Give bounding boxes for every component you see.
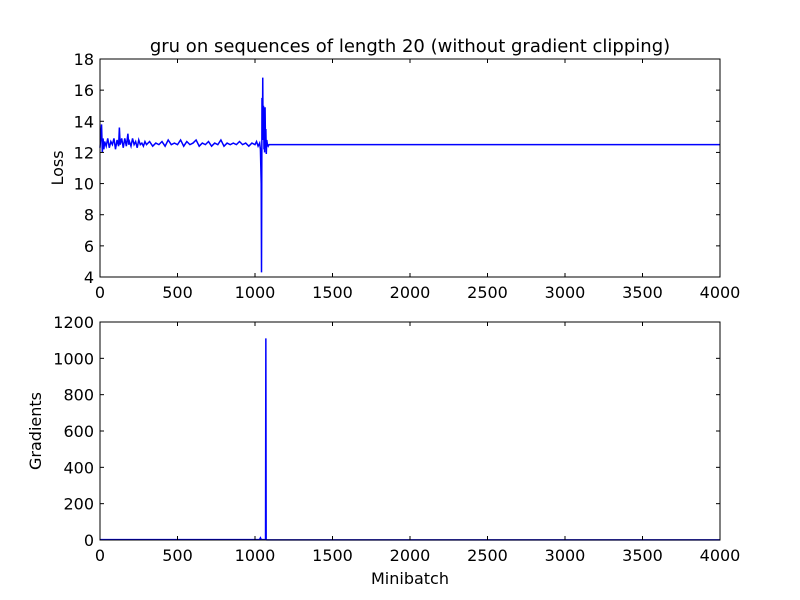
loss-x-tick-label: 0 bbox=[95, 283, 105, 302]
loss-series-line-0 bbox=[99, 77, 720, 273]
gradients-axes-frame bbox=[99, 321, 721, 541]
gradients-y-tick-label: 600 bbox=[63, 422, 94, 441]
loss-x-tick-label: 3000 bbox=[545, 283, 586, 302]
loss-x-tick-label: 2500 bbox=[467, 283, 508, 302]
gradients-y-tick-label: 1200 bbox=[53, 313, 94, 332]
loss-axes-frame bbox=[99, 58, 721, 278]
gradients-ticks-group: 0 500 1000 1500 2000 2500 3000 3500 4000 0 200 400 6… bbox=[53, 313, 740, 565]
loss-y-axis-label: Loss bbox=[48, 150, 67, 185]
gradients-x-tick-label: 1000 bbox=[235, 546, 276, 565]
gradients-series-line-0 bbox=[100, 338, 720, 541]
loss-x-tick-label: 2000 bbox=[390, 283, 431, 302]
gradients-x-tick-label: 2000 bbox=[390, 546, 431, 565]
gradients-x-tick-label: 2500 bbox=[467, 546, 508, 565]
gradients-y-tick-label: 200 bbox=[63, 495, 94, 514]
gradients-y-tick-label: 0 bbox=[84, 531, 94, 550]
gradients-x-tick-label: 1500 bbox=[312, 546, 353, 565]
loss-y-tick-label: 18 bbox=[74, 50, 94, 69]
gradients-x-tick-label: 4000 bbox=[700, 546, 741, 565]
gradients-x-axis-label: Minibatch bbox=[371, 569, 449, 588]
loss-y-tick-label: 14 bbox=[74, 112, 94, 131]
gradients-y-axis-label: Gradients bbox=[26, 392, 45, 470]
gradients-series-group bbox=[100, 338, 720, 541]
gradients-y-tick-label: 400 bbox=[63, 458, 94, 477]
loss-ticks-group: 0 500 1000 1500 2000 2500 3000 3500 4000 4 6 8 10 12 1… bbox=[74, 50, 741, 302]
loss-y-tick-label: 10 bbox=[74, 175, 94, 194]
loss-y-tick-label: 4 bbox=[84, 268, 94, 287]
loss-x-tick-label: 4000 bbox=[700, 283, 741, 302]
gradients-plot: 0 500 1000 1500 2000 2500 3000 3500 4000 0 200 400 6… bbox=[26, 313, 740, 588]
gradients-y-tick-label: 1000 bbox=[53, 349, 94, 368]
loss-x-tick-label: 500 bbox=[162, 283, 193, 302]
loss-plot: gru on sequences of length 20 (without g… bbox=[48, 36, 740, 302]
chart-title: gru on sequences of length 20 (without g… bbox=[150, 36, 670, 57]
gradients-x-tick-label: 3500 bbox=[622, 546, 663, 565]
loss-y-tick-label: 8 bbox=[84, 206, 94, 225]
gradients-x-tick-label: 500 bbox=[162, 546, 193, 565]
loss-y-tick-label: 12 bbox=[74, 143, 94, 162]
gradients-x-tick-label: 3000 bbox=[545, 546, 586, 565]
loss-y-tick-label: 6 bbox=[84, 237, 94, 256]
gradients-y-tick-label: 800 bbox=[63, 386, 94, 405]
loss-series-group bbox=[99, 77, 720, 273]
loss-x-tick-label: 3500 bbox=[622, 283, 663, 302]
loss-x-tick-label: 1500 bbox=[312, 283, 353, 302]
gradients-x-tick-label: 0 bbox=[95, 546, 105, 565]
loss-y-tick-label: 16 bbox=[74, 81, 94, 100]
loss-x-tick-label: 1000 bbox=[235, 283, 276, 302]
